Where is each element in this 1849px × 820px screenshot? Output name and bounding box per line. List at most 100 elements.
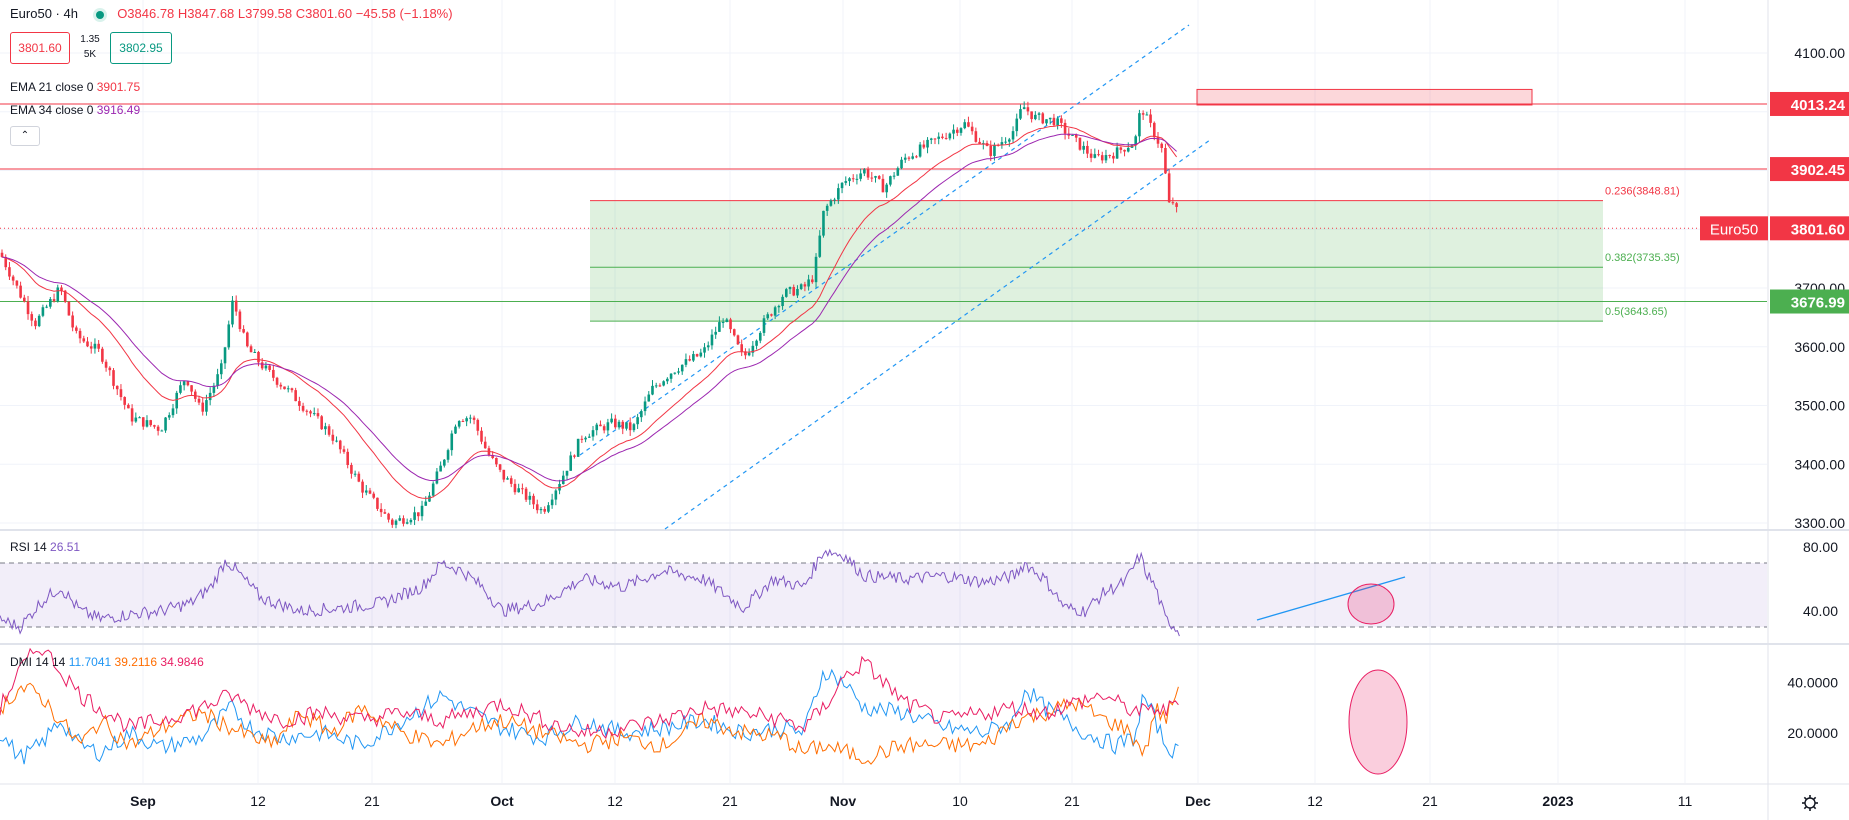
candle-body xyxy=(1026,107,1030,112)
price-tick-label: 3400.00 xyxy=(1794,456,1845,472)
candle-body xyxy=(327,426,331,435)
candle-body xyxy=(283,386,286,390)
candle-body xyxy=(684,359,688,365)
market-status-icon xyxy=(95,10,104,19)
candle-body xyxy=(435,471,439,484)
candle-body xyxy=(621,421,625,429)
candle-body xyxy=(554,490,558,500)
candle-body xyxy=(246,332,249,347)
price-badge xyxy=(1770,157,1849,182)
candle-body xyxy=(695,354,699,357)
candle-body xyxy=(480,430,483,442)
dmi-tick-label: 20.0000 xyxy=(1787,725,1838,741)
candle-body xyxy=(1022,107,1026,110)
candle-body xyxy=(361,481,364,493)
fib-level-label: 0.382(3735.35) xyxy=(1605,252,1680,264)
candle-body xyxy=(320,416,323,430)
candle-body xyxy=(851,178,855,180)
candle-body xyxy=(614,418,617,428)
ema21-legend[interactable]: EMA 21 close 0 3901.75 xyxy=(10,80,140,94)
fib-level-label: 0.236(3848.81) xyxy=(1605,186,1680,198)
candle-body xyxy=(900,159,903,169)
candle-body xyxy=(967,122,970,127)
candle-body xyxy=(1082,145,1085,150)
candle-body xyxy=(1160,143,1164,148)
candle-body xyxy=(877,176,881,179)
dmi-legend[interactable]: DMI 14 14 11.7041 39.2116 34.9846 xyxy=(10,655,204,669)
candle-body xyxy=(231,300,234,325)
candle-body xyxy=(268,365,271,370)
candle-body xyxy=(770,314,773,316)
rsi-highlight-circle xyxy=(1347,583,1395,625)
sell-price-button[interactable]: 3801.60 xyxy=(10,32,70,64)
dmi-highlight-circle xyxy=(1348,669,1408,775)
candle-body xyxy=(710,334,714,346)
candle-body xyxy=(364,490,368,493)
time-tick-label: Sep xyxy=(130,793,156,809)
time-tick-label: 10 xyxy=(952,793,968,809)
gear-icon[interactable] xyxy=(1802,795,1818,811)
candle-body xyxy=(446,450,450,460)
price-badge-value: 3676.99 xyxy=(1791,295,1845,312)
candle-body xyxy=(989,145,993,156)
candle-body xyxy=(1164,147,1167,174)
buy-price-button[interactable]: 3802.95 xyxy=(110,32,172,64)
rsi-tick-label: 80.00 xyxy=(1803,539,1838,555)
candle-body xyxy=(933,138,937,140)
candle-body xyxy=(725,319,729,323)
candle-body xyxy=(298,401,301,406)
price-tick-label: 4100.00 xyxy=(1794,45,1845,61)
candle-body xyxy=(476,419,480,431)
candle-body xyxy=(796,288,799,296)
candle-body xyxy=(26,301,30,315)
candle-body xyxy=(561,475,565,485)
candle-body xyxy=(1063,122,1067,134)
candle-body xyxy=(372,493,376,498)
candle-body xyxy=(669,373,673,379)
symbol-title[interactable]: Euro50 · 4h xyxy=(10,6,78,21)
candle-body xyxy=(472,417,476,420)
candle-body xyxy=(617,421,621,428)
dmi-pane: 40.0000 20.0000 xyxy=(0,647,1838,775)
candle-body xyxy=(78,330,82,339)
candle-body xyxy=(937,136,940,139)
candle-body xyxy=(811,279,814,283)
candle-body xyxy=(1011,131,1015,140)
candle-body xyxy=(104,361,108,368)
candle-body xyxy=(863,169,866,174)
candle-body xyxy=(1045,119,1048,124)
candle-body xyxy=(896,168,900,176)
candle-body xyxy=(1056,118,1059,126)
candle-body xyxy=(227,324,231,348)
ema34-label: EMA 34 close 0 xyxy=(10,103,94,117)
candle-body xyxy=(1074,134,1078,138)
candle-body xyxy=(892,175,896,177)
rsi-legend[interactable]: RSI 14 26.51 xyxy=(10,540,80,554)
candle-body xyxy=(952,129,955,134)
candle-body xyxy=(599,424,602,427)
candle-body xyxy=(138,417,141,419)
candle-body xyxy=(220,363,223,375)
candle-body xyxy=(1052,117,1056,126)
collapse-legend-button[interactable]: ⌃ xyxy=(10,126,40,146)
candle-body xyxy=(350,464,353,474)
price-badge xyxy=(1770,216,1849,241)
fib-level-label: 0.5(3643.65) xyxy=(1605,306,1667,318)
price-badge xyxy=(1770,289,1849,314)
candle-body xyxy=(632,424,636,431)
grid-lines xyxy=(0,0,1767,783)
candle-body xyxy=(498,464,502,470)
candle-body xyxy=(1000,142,1004,146)
candle-body xyxy=(550,499,554,506)
time-tick-label: 21 xyxy=(1422,793,1438,809)
ema34-legend[interactable]: EMA 34 close 0 3916.49 xyxy=(10,103,140,117)
candle-body xyxy=(1071,134,1074,136)
candle-body xyxy=(495,457,498,465)
candle-body xyxy=(264,365,268,369)
candle-body xyxy=(1008,139,1011,142)
candle-body xyxy=(346,451,349,465)
candle-body xyxy=(762,318,766,333)
candle-body xyxy=(814,256,818,283)
candle-body xyxy=(680,364,684,372)
